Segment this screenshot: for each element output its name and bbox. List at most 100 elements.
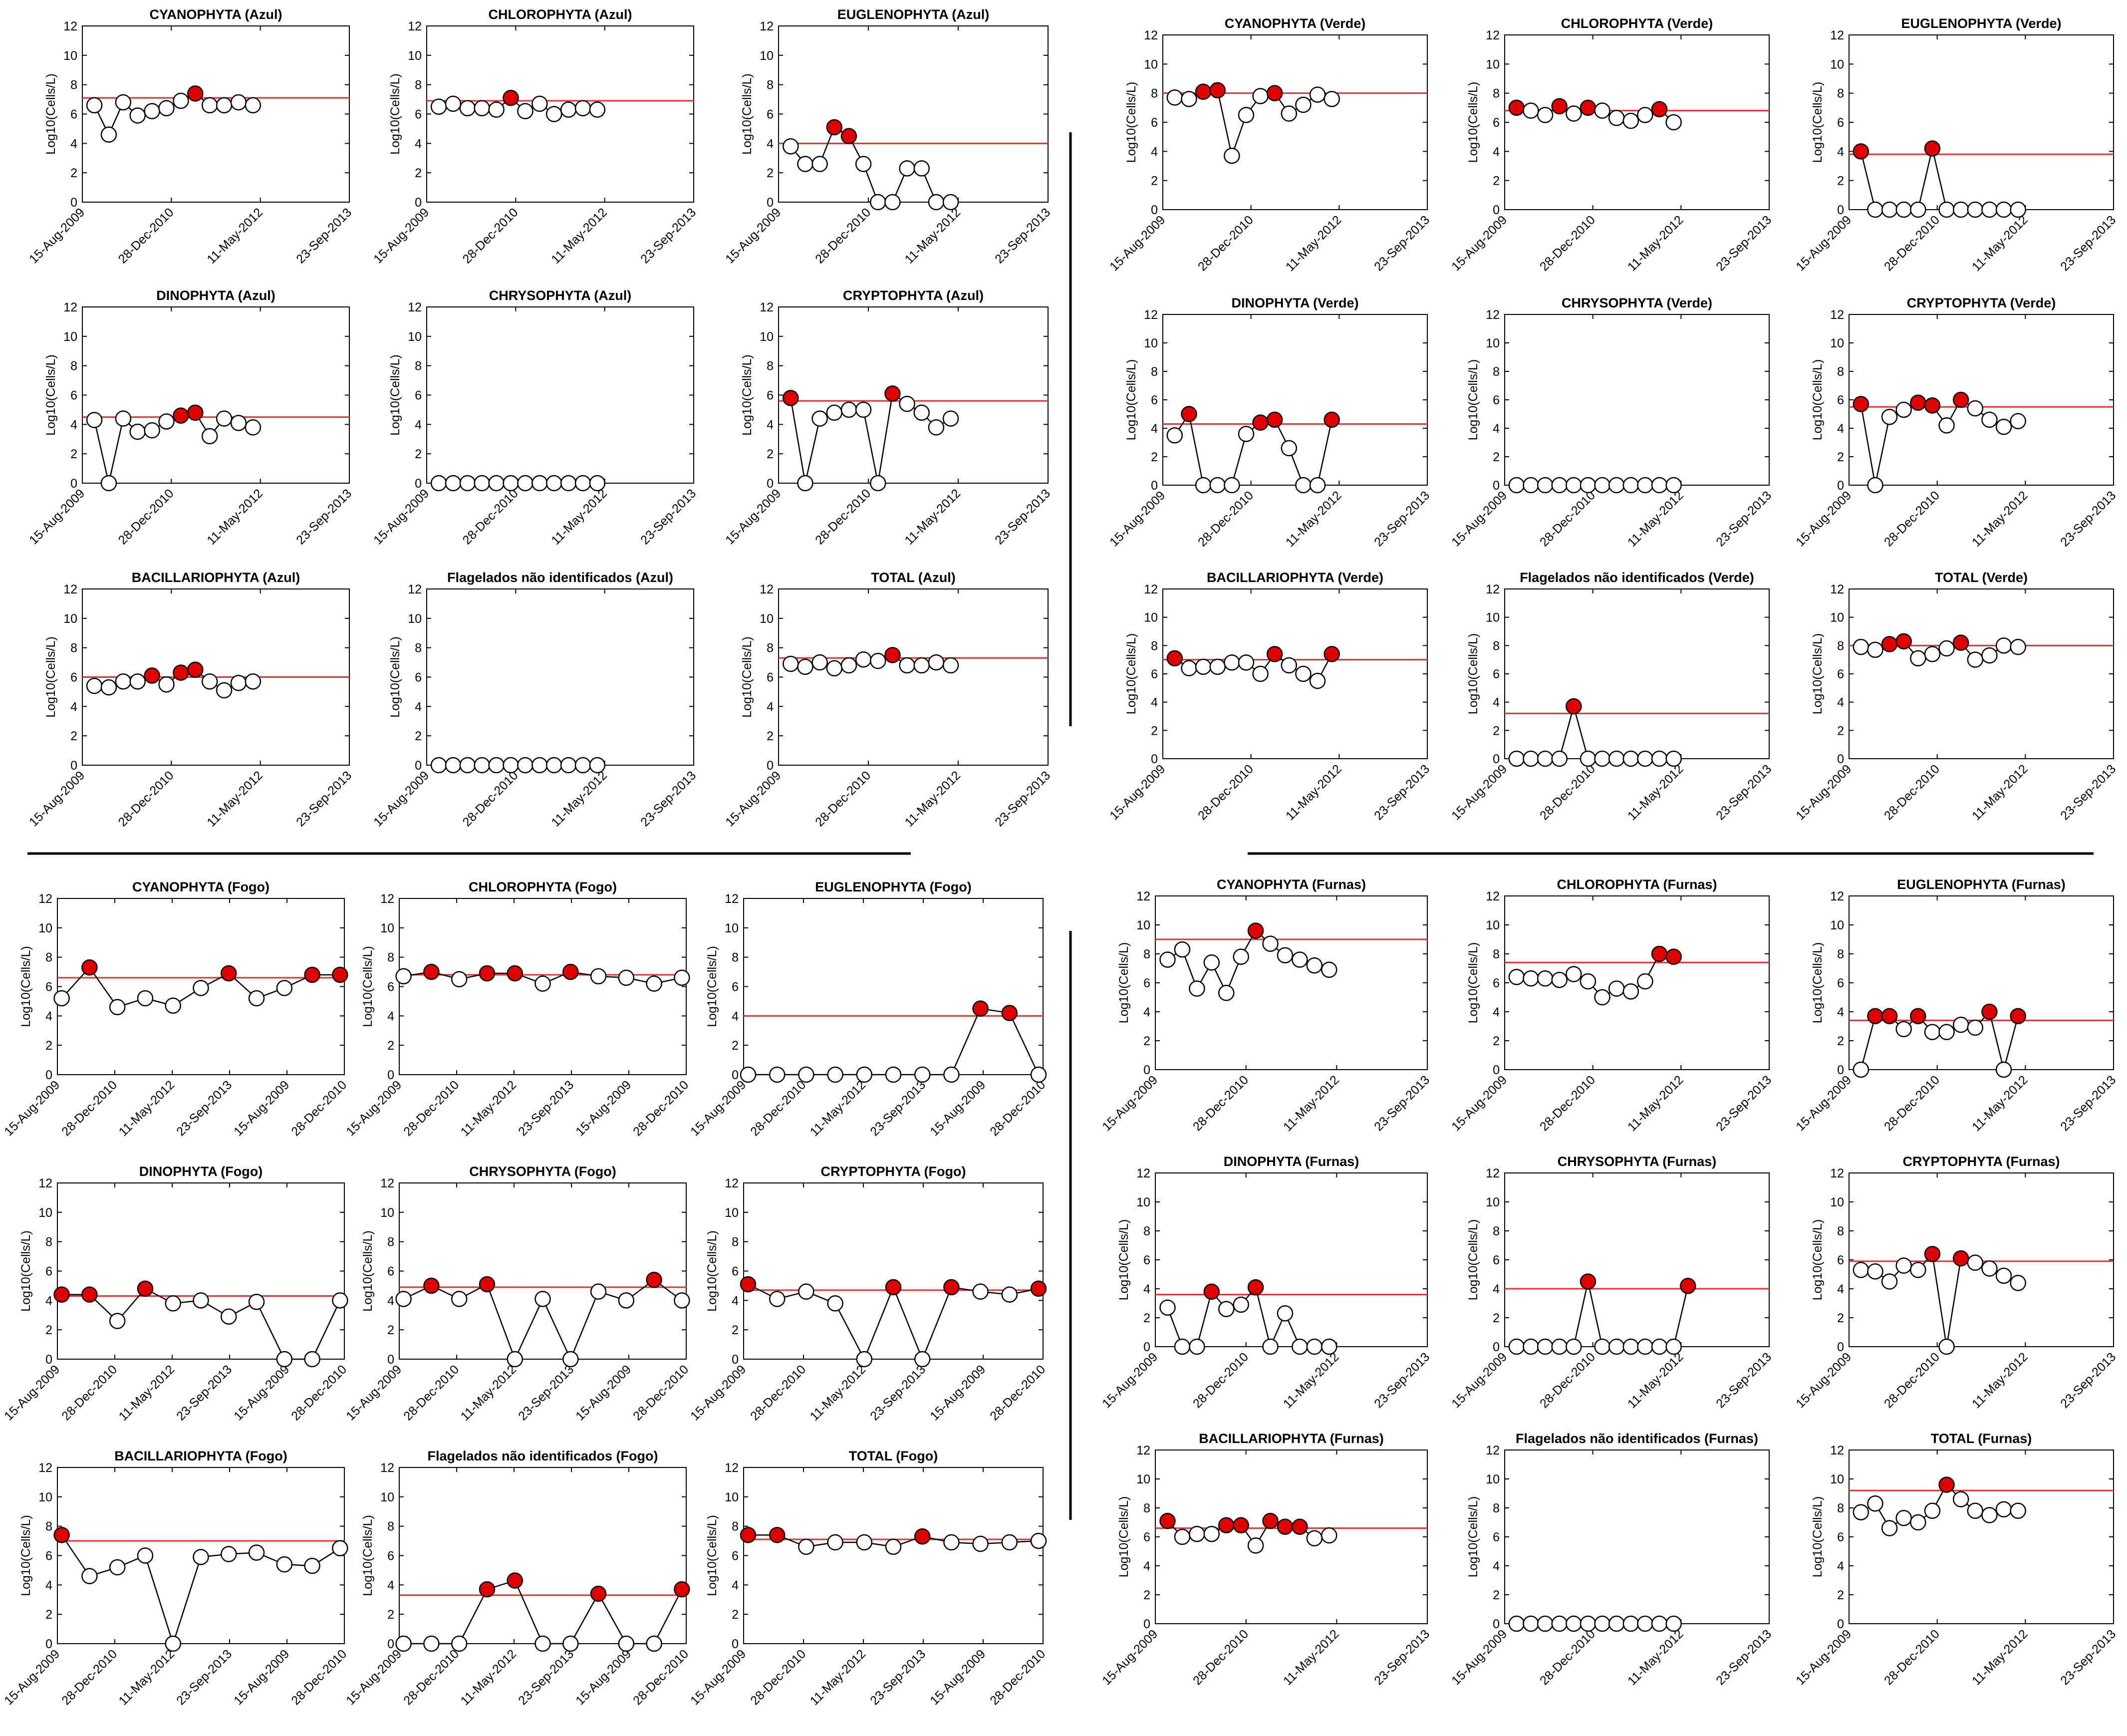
data-point xyxy=(1001,1534,1018,1551)
y-axis-label: Log10(Cells/L) xyxy=(44,354,58,436)
data-point xyxy=(1938,1338,1955,1355)
data-point xyxy=(1508,1615,1525,1632)
highlighted-point xyxy=(943,1279,960,1296)
y-tick-label: 2 xyxy=(387,1039,394,1053)
y-tick-label: 8 xyxy=(387,1235,394,1249)
data-point xyxy=(423,1635,440,1652)
data-point xyxy=(769,1291,786,1307)
y-tick-label: 4 xyxy=(732,1009,739,1023)
y-tick-label: 8 xyxy=(767,641,774,655)
data-point xyxy=(1853,638,1869,655)
plot-area-frame xyxy=(82,25,350,203)
y-tick-label: 2 xyxy=(415,729,422,743)
data-point xyxy=(245,419,262,436)
y-axis-label: Log10(Cells/L) xyxy=(1124,633,1138,715)
highlighted-point xyxy=(1881,1008,1898,1024)
x-tick-label: 15-Aug-2009 xyxy=(26,768,87,829)
y-tick-label: 0 xyxy=(732,1637,739,1651)
chart-title: BACILLARIOPHYTA (Verde) xyxy=(1207,570,1383,585)
highlighted-point xyxy=(914,1528,931,1545)
y-tick-label: 12 xyxy=(760,19,774,33)
x-tick-label: 28-Dec-2010 xyxy=(1195,762,1256,823)
y-tick-label: 8 xyxy=(1493,1501,1500,1515)
data-point xyxy=(1224,654,1240,671)
x-tick-label: 15-Aug-2009 xyxy=(1107,762,1168,823)
data-point xyxy=(1895,201,1912,218)
data-point xyxy=(137,1547,154,1564)
y-tick-label: 0 xyxy=(1493,1063,1500,1077)
x-tick-label: 11-May-2012 xyxy=(1283,762,1344,823)
x-tick-label: 23-Sep-2013 xyxy=(174,1362,235,1423)
chart-title: Flagelados não identificados (Furnas) xyxy=(1516,1431,1758,1446)
x-tick-label: 15-Aug-2009 xyxy=(1,1647,62,1708)
data-point xyxy=(1637,477,1653,494)
data-point xyxy=(1281,657,1298,674)
highlighted-point xyxy=(479,965,496,982)
data-point xyxy=(332,1292,348,1309)
data-point xyxy=(1938,417,1955,434)
data-point xyxy=(1938,1024,1955,1040)
chart-panel: BACILLARIOPHYTA (Verde) 0 2 4 6 8 10 12 Log10(Ce… xyxy=(1107,570,1432,823)
y-tick-label: 8 xyxy=(1493,639,1500,653)
plot-area-frame xyxy=(743,898,1044,1075)
data-point xyxy=(797,156,813,172)
y-tick-label: 6 xyxy=(70,108,77,122)
y-tick-label: 10 xyxy=(1486,1472,1500,1486)
y-tick-label: 10 xyxy=(408,330,422,344)
data-point xyxy=(1566,477,1582,494)
data-point xyxy=(1209,658,1226,675)
y-axis-label: Log10(Cells/L) xyxy=(19,1515,33,1596)
highlighted-point xyxy=(1853,396,1869,412)
data-point xyxy=(474,100,490,116)
y-tick-label: 2 xyxy=(415,447,422,461)
chart-title: CRYPTOPHYTA (Fogo) xyxy=(821,1164,966,1179)
chart-title: TOTAL (Fogo) xyxy=(849,1448,938,1463)
y-tick-label: 10 xyxy=(1486,57,1500,71)
highlighted-point xyxy=(1203,1283,1220,1300)
y-tick-label: 10 xyxy=(63,612,77,626)
data-point xyxy=(158,100,175,116)
y-tick-label: 2 xyxy=(1493,174,1500,188)
chart-panel: DINOPHYTA (Verde) 0 2 4 6 8 10 12 Log10(Cells/L)… xyxy=(1107,295,1432,550)
data-point xyxy=(1594,1338,1610,1355)
data-point xyxy=(1651,1615,1668,1632)
data-point xyxy=(1881,1520,1898,1536)
data-point xyxy=(589,475,606,492)
chart-panel: CHLOROPHYTA (Verde) 0 2 4 6 8 10 12 Log10(Cells/… xyxy=(1449,16,1774,274)
data-point xyxy=(1952,1016,1969,1033)
x-tick-label: 28-Dec-2010 xyxy=(1537,762,1598,823)
data-point xyxy=(1306,957,1323,974)
y-tick-label: 2 xyxy=(387,1323,394,1337)
y-axis-label: Log10(Cells/L) xyxy=(1466,1496,1480,1578)
data-point xyxy=(1189,1338,1205,1355)
x-tick-label: 15-Aug-2009 xyxy=(1099,1627,1160,1688)
data-point xyxy=(1209,477,1226,494)
highlighted-point xyxy=(137,1280,154,1297)
data-point xyxy=(1622,112,1639,129)
y-tick-label: 12 xyxy=(38,892,52,906)
plot-area-frame xyxy=(1155,1172,1428,1347)
y-tick-label: 0 xyxy=(70,196,77,210)
data-point xyxy=(1262,1338,1279,1355)
x-tick-label: 11-May-2012 xyxy=(807,1362,869,1424)
series-line xyxy=(1516,704,1674,760)
data-point xyxy=(1195,477,1212,494)
highlighted-point xyxy=(1266,411,1283,428)
plot-area-frame xyxy=(1504,1449,1770,1624)
y-tick-label: 0 xyxy=(1493,752,1500,766)
data-point xyxy=(914,1066,931,1083)
y-axis-label: Log10(Cells/L) xyxy=(361,946,375,1027)
data-point xyxy=(304,1351,320,1368)
chart-panel: CHRYSOPHYTA (Furnas) 0 2 4 6 8 10 12 Log10(Cells… xyxy=(1449,1154,1774,1411)
y-tick-label: 12 xyxy=(1830,28,1844,42)
y-axis-label: Log10(Cells/L) xyxy=(44,636,58,718)
x-tick-label: 15-Aug-2009 xyxy=(1449,488,1510,549)
highlighted-point xyxy=(885,1279,902,1296)
y-tick-label: 2 xyxy=(387,1608,394,1622)
data-point xyxy=(1895,401,1912,418)
data-point xyxy=(534,1635,551,1652)
x-tick-label: 11-May-2012 xyxy=(1969,1073,2031,1134)
y-tick-label: 8 xyxy=(415,359,422,373)
data-point xyxy=(165,1295,181,1312)
y-axis-label: Log10(Cells/L) xyxy=(1811,942,1825,1024)
